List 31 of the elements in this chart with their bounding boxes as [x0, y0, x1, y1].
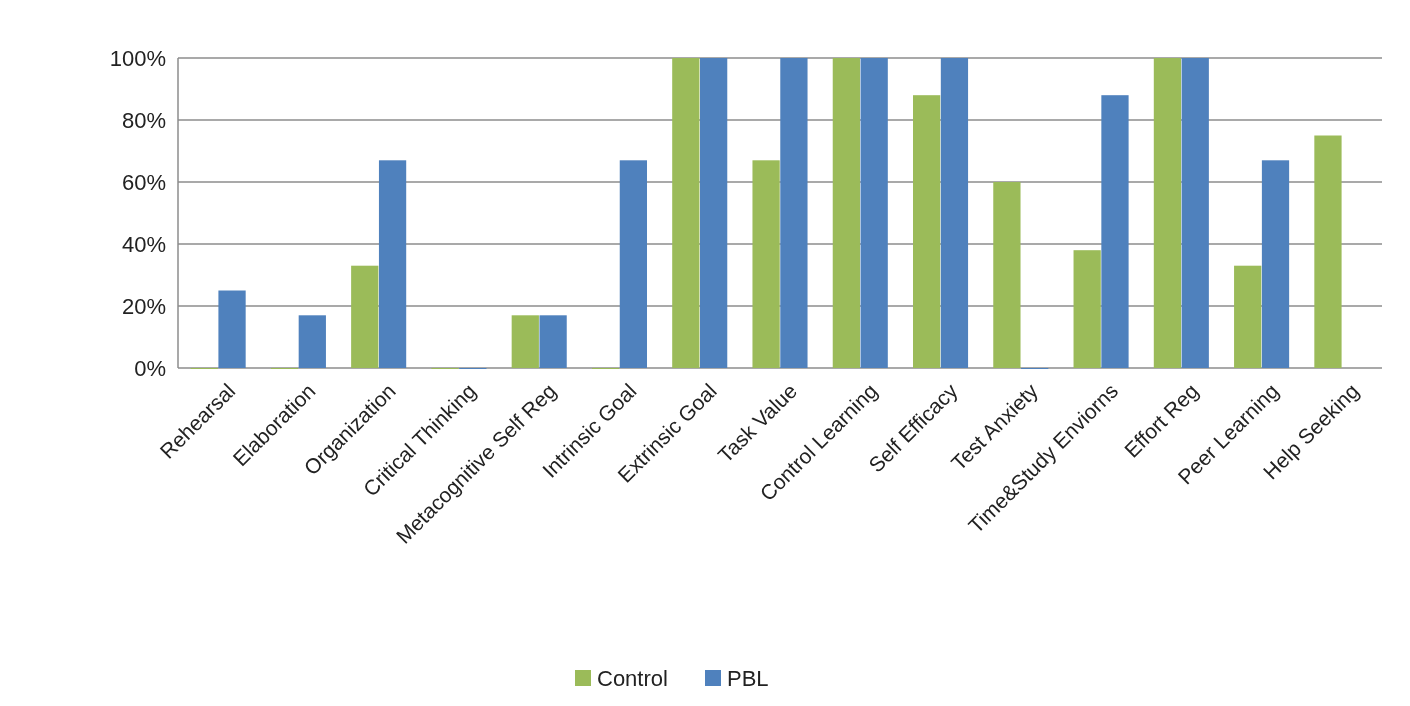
bar	[378, 160, 407, 368]
bar	[218, 290, 246, 368]
bar	[780, 58, 808, 368]
bar	[672, 58, 700, 368]
bar	[1314, 135, 1342, 368]
bar	[993, 182, 1021, 368]
legend-label: PBL	[727, 665, 769, 691]
bar	[940, 58, 969, 368]
bar	[351, 265, 379, 368]
y-tick-label: 40%	[121, 231, 166, 257]
y-tick-label: 80%	[121, 107, 166, 133]
bar	[619, 160, 647, 368]
bar	[700, 58, 728, 368]
y-tick-label: 100%	[109, 45, 166, 71]
bar	[860, 58, 888, 368]
bar	[1101, 95, 1129, 368]
bar	[298, 315, 326, 368]
bar	[832, 58, 860, 368]
y-tick-label: 20%	[121, 293, 166, 319]
y-tick-label: 60%	[121, 169, 166, 195]
bar	[511, 315, 539, 368]
bar	[1181, 58, 1209, 368]
bar	[1261, 160, 1290, 368]
y-tick-label: 0%	[134, 355, 166, 381]
bar	[1153, 58, 1182, 368]
bar	[1234, 265, 1262, 368]
bar	[539, 315, 567, 368]
legend-label: Control	[597, 665, 668, 691]
bar	[913, 95, 941, 368]
bar	[1073, 250, 1101, 368]
bar	[752, 160, 780, 368]
